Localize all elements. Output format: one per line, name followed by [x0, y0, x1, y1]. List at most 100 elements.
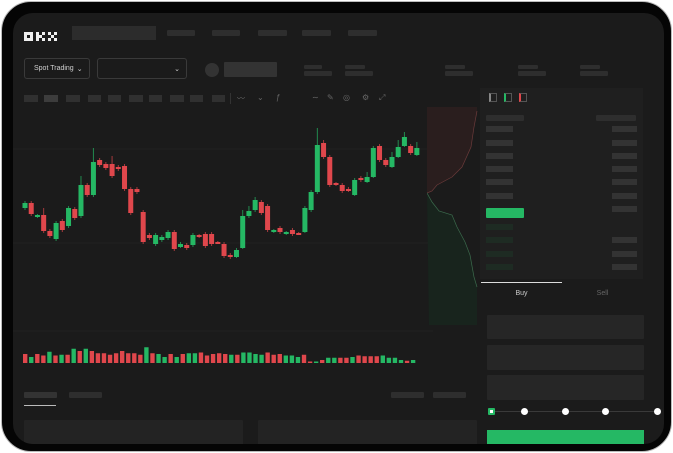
volume-bar	[174, 357, 179, 363]
timeframe-button[interactable]	[170, 95, 184, 102]
slider-step[interactable]	[521, 408, 528, 415]
ask-price	[486, 166, 513, 172]
timeframe-button[interactable]	[212, 95, 225, 102]
search-bar[interactable]	[72, 26, 156, 40]
pencil-icon[interactable]: ✎	[327, 93, 334, 102]
amount-slider-track[interactable]	[491, 411, 658, 412]
fx-icon[interactable]: ƒ	[276, 93, 281, 102]
fullscreen-icon[interactable]: ⤢	[379, 93, 386, 102]
candle-body	[115, 167, 121, 169]
indicator-icon[interactable]: 〰	[237, 94, 245, 103]
nav-item[interactable]	[258, 30, 287, 36]
stat-label	[445, 65, 465, 69]
nav-item[interactable]	[167, 30, 195, 36]
nav-item[interactable]	[212, 30, 240, 36]
pair-select[interactable]: ⌄	[97, 58, 187, 79]
volume-bar	[404, 360, 410, 363]
chevron-down-icon: ⌄	[174, 65, 180, 73]
volume-bar	[162, 357, 167, 363]
candle-body	[184, 245, 190, 248]
volume-bar	[168, 354, 173, 363]
volume-bar	[35, 354, 40, 363]
amount-input[interactable]	[487, 345, 644, 370]
slider-step[interactable]	[562, 408, 569, 415]
candle-body	[370, 148, 376, 177]
volume-bar	[265, 352, 270, 363]
stat-value	[518, 71, 546, 76]
line-tool-icon[interactable]: ∼	[312, 93, 319, 102]
candle-body	[401, 137, 407, 146]
ask-amount	[612, 193, 637, 199]
orderbook-both-icon[interactable]	[489, 93, 497, 102]
candle-body	[97, 160, 103, 165]
timeframe-button[interactable]	[66, 95, 80, 102]
bid-price	[486, 237, 513, 243]
tab-open-orders[interactable]	[24, 392, 57, 398]
target-icon[interactable]: ◎	[343, 93, 350, 102]
volume-bar	[295, 357, 301, 363]
candle-body	[153, 235, 159, 244]
chart-type-icon[interactable]: ⌄	[257, 93, 264, 102]
settings-icon[interactable]: ⚙	[362, 93, 370, 102]
candle-body	[339, 185, 345, 191]
timeframe-button[interactable]	[24, 95, 38, 102]
ask-amount	[612, 166, 637, 172]
tab-order-history[interactable]	[69, 392, 102, 398]
candlestick-chart[interactable]	[13, 105, 433, 375]
stat-label	[518, 65, 538, 69]
bottom-action[interactable]	[433, 392, 466, 398]
nav-item[interactable]	[302, 30, 331, 36]
orderbook-buy-icon[interactable]	[504, 93, 512, 102]
timeframe-button[interactable]	[190, 95, 203, 102]
candle-body	[215, 242, 221, 244]
candle-body	[364, 177, 370, 182]
tab-buy[interactable]: Buy	[515, 290, 528, 297]
depth-chart	[427, 107, 478, 325]
orderbook-sell-icon[interactable]	[519, 93, 527, 102]
total-input[interactable]	[487, 375, 644, 400]
volume-bar	[204, 355, 210, 363]
candle-body	[103, 164, 109, 168]
volume-bar	[259, 354, 264, 363]
market-select[interactable]: Spot Trading ⌄	[24, 58, 90, 79]
volume-bar	[362, 356, 367, 363]
candle-body	[414, 148, 420, 155]
timeframe-button[interactable]	[44, 95, 58, 102]
candle-body	[66, 208, 72, 226]
candle-body	[190, 235, 196, 245]
volume-bar	[83, 348, 88, 363]
slider-step[interactable]	[654, 408, 661, 415]
candle-body	[72, 209, 78, 218]
price-input[interactable]	[487, 315, 644, 339]
volume-bar	[320, 360, 325, 363]
volume-bar	[59, 354, 64, 363]
slider-step[interactable]	[602, 408, 609, 415]
volume-bar	[398, 360, 404, 363]
bottom-action[interactable]	[391, 392, 424, 398]
volume-bar	[210, 354, 216, 363]
volume-bar	[144, 347, 149, 363]
tab-sell[interactable]: Sell	[596, 290, 609, 297]
timeframe-button[interactable]	[149, 95, 162, 102]
candle-body	[171, 232, 177, 249]
candle-body	[53, 223, 59, 239]
buy-button[interactable]	[487, 430, 644, 444]
slider-handle[interactable]	[488, 408, 495, 415]
timeframe-button[interactable]	[129, 95, 143, 102]
okx-logo[interactable]	[24, 28, 58, 41]
candle-body	[345, 189, 351, 191]
volume-bar	[313, 361, 319, 363]
candle-body	[277, 228, 283, 232]
candle-body	[78, 185, 84, 216]
volume-bar	[132, 353, 137, 363]
coin-price	[224, 62, 277, 77]
candle-body	[146, 235, 152, 238]
volume-bar	[307, 361, 313, 363]
nav-item[interactable]	[348, 30, 377, 36]
timeframe-button[interactable]	[108, 95, 121, 102]
volume-bar	[386, 357, 392, 363]
orderbook-header-amount	[596, 115, 636, 121]
last-price	[486, 208, 524, 218]
timeframe-button[interactable]	[88, 95, 101, 102]
candle-body	[128, 189, 134, 213]
